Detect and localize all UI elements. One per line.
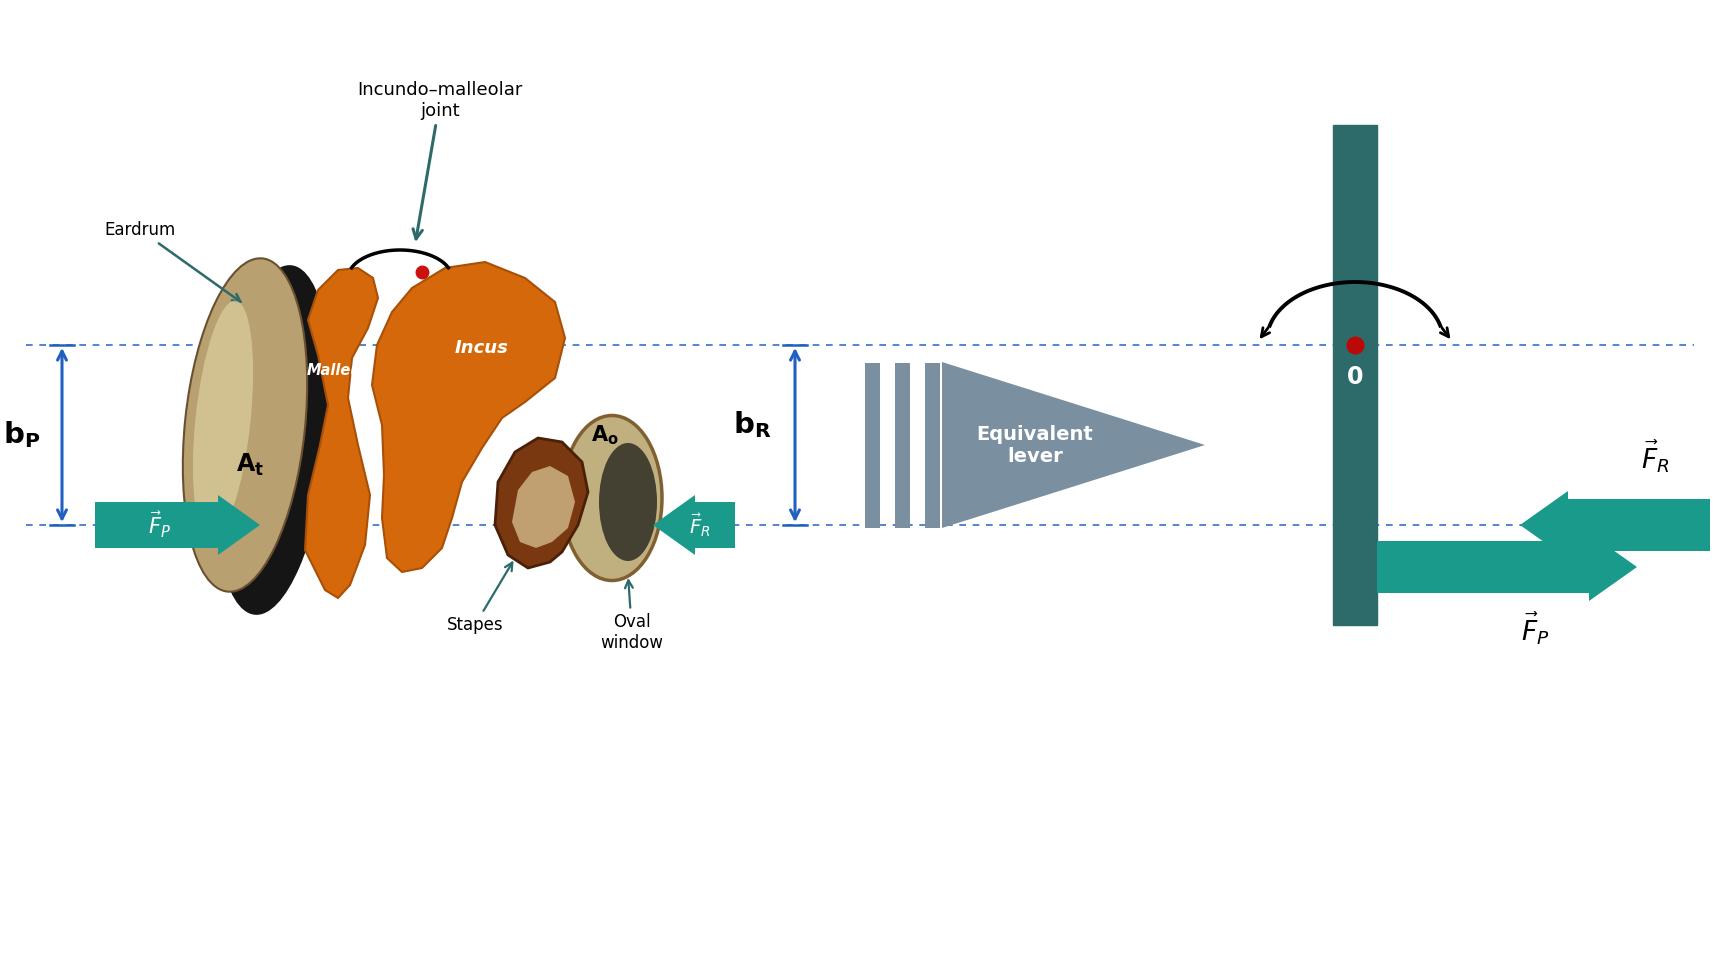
Ellipse shape bbox=[599, 443, 657, 561]
FancyArrow shape bbox=[95, 495, 260, 555]
FancyArrow shape bbox=[1520, 491, 1710, 559]
Text: 0: 0 bbox=[1347, 365, 1364, 389]
FancyArrow shape bbox=[654, 495, 734, 555]
Text: Oval
window: Oval window bbox=[600, 580, 664, 652]
Ellipse shape bbox=[193, 301, 253, 539]
FancyBboxPatch shape bbox=[894, 363, 910, 528]
Text: $\vec{F}_R$: $\vec{F}_R$ bbox=[690, 512, 710, 539]
Text: $\vec{F}_R$: $\vec{F}_R$ bbox=[1641, 439, 1670, 475]
Polygon shape bbox=[495, 438, 588, 568]
Text: $\mathbf{A_t}$: $\mathbf{A_t}$ bbox=[236, 452, 263, 478]
FancyArrow shape bbox=[1378, 533, 1637, 601]
Text: Incus: Incus bbox=[456, 339, 509, 357]
Text: Malleus: Malleus bbox=[306, 363, 370, 377]
Text: $\vec{F}_P$: $\vec{F}_P$ bbox=[1520, 611, 1550, 648]
Ellipse shape bbox=[562, 416, 662, 580]
Polygon shape bbox=[372, 262, 564, 572]
Ellipse shape bbox=[182, 259, 308, 592]
Polygon shape bbox=[513, 466, 574, 548]
FancyBboxPatch shape bbox=[1333, 125, 1378, 625]
Text: Eardrum: Eardrum bbox=[105, 221, 241, 302]
Text: Equivalent
lever: Equivalent lever bbox=[977, 424, 1094, 465]
Ellipse shape bbox=[215, 266, 330, 614]
Text: $\vec{F}_P$: $\vec{F}_P$ bbox=[148, 510, 172, 540]
Polygon shape bbox=[304, 268, 378, 598]
Polygon shape bbox=[943, 362, 1206, 528]
Text: $\mathbf{b_P}$: $\mathbf{b_P}$ bbox=[3, 419, 41, 451]
Text: $\mathbf{b_R}$: $\mathbf{b_R}$ bbox=[733, 410, 771, 440]
Text: Stapes: Stapes bbox=[447, 563, 513, 634]
FancyBboxPatch shape bbox=[925, 363, 939, 528]
Text: $\mathbf{A_o}$: $\mathbf{A_o}$ bbox=[592, 423, 619, 447]
Text: Incundo–malleolar
joint: Incundo–malleolar joint bbox=[358, 81, 523, 239]
FancyBboxPatch shape bbox=[865, 363, 879, 528]
